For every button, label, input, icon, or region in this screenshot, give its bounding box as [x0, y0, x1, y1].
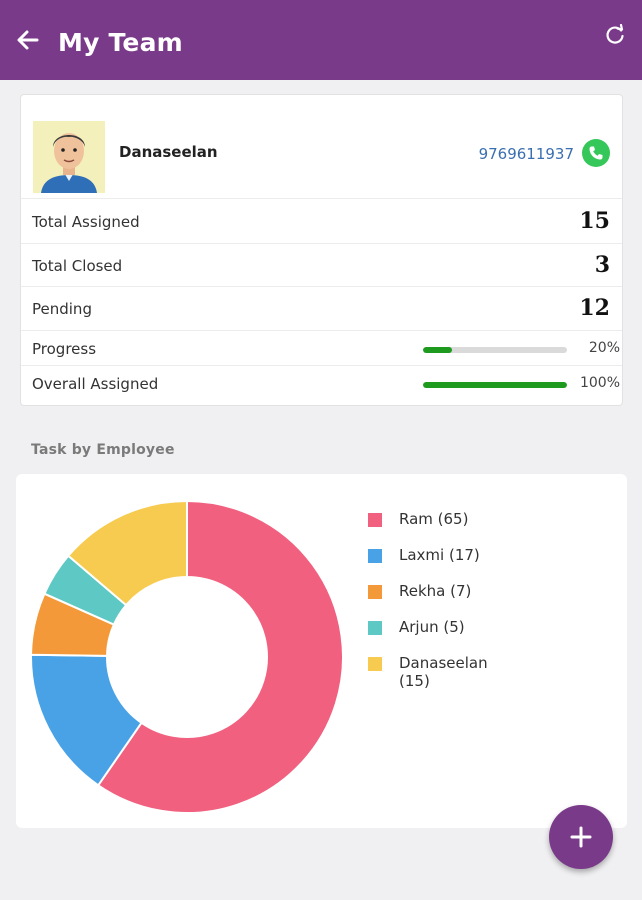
- progress-label: Progress: [32, 340, 97, 358]
- add-fab-button[interactable]: [549, 805, 613, 869]
- stat-value: 15: [579, 208, 610, 234]
- progress-row: Progress 20%: [21, 331, 622, 366]
- overall-assigned-bar-fill: [423, 382, 567, 388]
- legend-swatch: [368, 657, 382, 671]
- call-button[interactable]: [582, 139, 610, 167]
- page-title: My Team: [58, 28, 183, 57]
- legend-item-arjun[interactable]: Arjun (5): [368, 618, 568, 654]
- stat-row-pending: Pending 12: [21, 287, 622, 331]
- section-title: Task by Employee: [31, 442, 175, 458]
- stat-row-total-assigned: Total Assigned 15: [21, 199, 622, 244]
- stat-value: 3: [594, 252, 610, 278]
- overall-assigned-bar: [423, 382, 567, 388]
- plus-icon: [570, 826, 592, 848]
- legend-item-danaseelan[interactable]: Danaseelan (15): [368, 654, 568, 702]
- legend-label: Ram (65): [399, 510, 469, 528]
- stat-value: 12: [579, 295, 610, 321]
- legend-label: Arjun (5): [399, 618, 465, 636]
- refresh-icon: [606, 24, 624, 44]
- back-button[interactable]: [14, 26, 42, 54]
- member-name: Danaseelan: [119, 143, 218, 161]
- member-summary-card: Danaseelan 9769611937 Total Assigned 15 …: [20, 94, 623, 406]
- member-phone-link[interactable]: 9769611937: [478, 145, 574, 163]
- legend-label: Danaseelan (15): [399, 654, 488, 690]
- avatar-icon: [33, 121, 105, 193]
- stat-label: Total Assigned: [32, 213, 140, 231]
- legend-swatch: [368, 513, 382, 527]
- legend-item-ram[interactable]: Ram (65): [368, 510, 568, 546]
- arrow-left-icon: [17, 30, 39, 50]
- legend-swatch: [368, 621, 382, 635]
- stat-row-total-closed: Total Closed 3: [21, 244, 622, 287]
- legend-swatch: [368, 585, 382, 599]
- app-bar: My Team: [0, 0, 642, 80]
- donut-chart: [30, 499, 344, 814]
- overall-assigned-label: Overall Assigned: [32, 375, 159, 393]
- chart-legend: Ram (65) Laxmi (17) Rekha (7) Arjun (5) Dana…: [368, 510, 568, 702]
- task-chart-card: [16, 474, 627, 828]
- refresh-button[interactable]: [602, 22, 628, 48]
- profile-row: Danaseelan 9769611937: [21, 95, 622, 199]
- phone-icon: [589, 146, 603, 160]
- legend-label: Rekha (7): [399, 582, 472, 600]
- progress-bar-fill: [423, 347, 452, 353]
- stat-label: Total Closed: [32, 257, 123, 275]
- stat-label: Pending: [32, 300, 92, 318]
- progress-bar: [423, 347, 567, 353]
- legend-item-rekha[interactable]: Rekha (7): [368, 582, 568, 618]
- legend-label: Laxmi (17): [399, 546, 480, 564]
- overall-assigned-row: Overall Assigned 100%: [21, 366, 622, 404]
- avatar: [33, 121, 105, 193]
- donut-slice-ram[interactable]: [96, 499, 344, 814]
- donut-slice-danaseelan[interactable]: [66, 499, 188, 607]
- legend-swatch: [368, 549, 382, 563]
- progress-percent: 20%: [588, 340, 620, 356]
- overall-assigned-percent: 100%: [579, 375, 620, 391]
- legend-item-laxmi[interactable]: Laxmi (17): [368, 546, 568, 582]
